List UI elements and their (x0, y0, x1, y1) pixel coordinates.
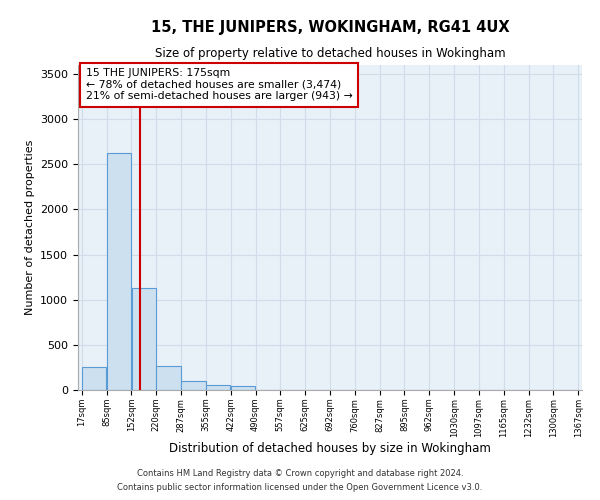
Text: Contains public sector information licensed under the Open Government Licence v3: Contains public sector information licen… (118, 484, 482, 492)
Text: 15, THE JUNIPERS, WOKINGHAM, RG41 4UX: 15, THE JUNIPERS, WOKINGHAM, RG41 4UX (151, 20, 509, 35)
Bar (206, 386, 230, 390)
Bar (157, 366, 181, 390)
Bar (131, 288, 156, 390)
X-axis label: Distribution of detached houses by size in Wokingham: Distribution of detached houses by size … (169, 442, 491, 456)
Bar (181, 381, 206, 390)
Bar (231, 386, 255, 390)
Y-axis label: Number of detached properties: Number of detached properties (25, 140, 35, 315)
Text: Size of property relative to detached houses in Wokingham: Size of property relative to detached ho… (155, 48, 505, 60)
Bar (82, 368, 106, 390)
Text: Contains HM Land Registry data © Crown copyright and database right 2024.: Contains HM Land Registry data © Crown c… (137, 468, 463, 477)
Bar (107, 154, 131, 390)
Text: 15 THE JUNIPERS: 175sqm
← 78% of detached houses are smaller (3,474)
21% of semi: 15 THE JUNIPERS: 175sqm ← 78% of detache… (86, 68, 352, 102)
